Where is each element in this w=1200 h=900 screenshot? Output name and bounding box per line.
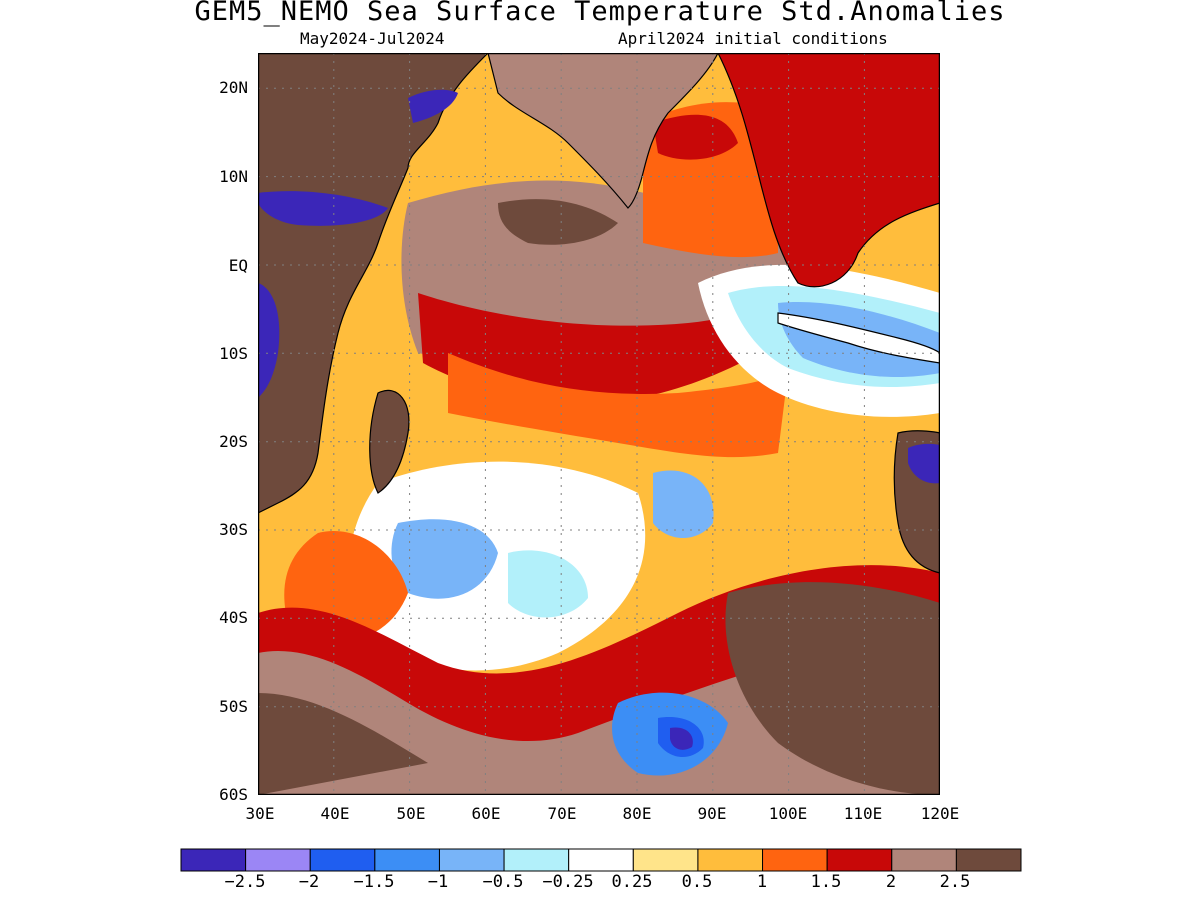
south-central-cool-patch bbox=[391, 519, 498, 599]
colorbar-label: −2 bbox=[298, 872, 320, 892]
lat-label-20n: 20N bbox=[219, 78, 248, 97]
australia-cool-patch bbox=[908, 443, 940, 484]
colorbar-swatch bbox=[245, 848, 311, 872]
colorbar-label: −1 bbox=[427, 872, 449, 892]
colorbar-swatch bbox=[891, 848, 957, 872]
colorbar-swatch bbox=[503, 848, 570, 872]
red-sea-cool-patch bbox=[408, 89, 458, 123]
colorbar-label: 2 bbox=[885, 872, 897, 892]
india-landmass bbox=[487, 53, 719, 209]
chart-title: GEM5_NEMO Sea Surface Temperature Std.An… bbox=[194, 0, 1006, 27]
lon-label-100e: 100E bbox=[768, 804, 808, 823]
colorbar-swatch bbox=[374, 848, 440, 872]
colorbar-label: 1.5 bbox=[810, 872, 842, 892]
colorbar-swatch bbox=[632, 848, 699, 872]
lon-label-30e: 30E bbox=[245, 804, 275, 823]
colorbar-label: 0.5 bbox=[681, 872, 713, 892]
sumatra-java-landmass bbox=[777, 312, 940, 364]
colorbar-swatch bbox=[955, 848, 1022, 872]
colorbar-swatch bbox=[180, 848, 247, 872]
lat-label-50s: 50S bbox=[219, 697, 248, 716]
east-africa-cool-patch bbox=[258, 191, 388, 226]
lat-label-30s: 30S bbox=[219, 520, 248, 539]
madagascar-landmass bbox=[369, 389, 410, 494]
colorbar-swatch bbox=[568, 848, 634, 872]
colorbar-label: −2.5 bbox=[224, 872, 266, 892]
bay-of-bengal-core bbox=[653, 114, 738, 160]
anomaly-map bbox=[258, 53, 940, 795]
lon-label-80e: 80E bbox=[622, 804, 652, 823]
colorbar-label: −0.25 bbox=[542, 872, 594, 892]
colorbar-label: 0.25 bbox=[611, 872, 653, 892]
forecast-period: May2024-Jul2024 bbox=[300, 29, 445, 48]
colorbar-swatch bbox=[309, 848, 376, 872]
lat-label-10s: 10S bbox=[219, 344, 248, 363]
colorbar bbox=[180, 848, 1022, 872]
lon-label-120e: 120E bbox=[920, 804, 960, 823]
mozambique-cool-patch bbox=[258, 283, 280, 398]
africa-arabia-landmass bbox=[258, 53, 489, 514]
lon-label-50e: 50E bbox=[396, 804, 426, 823]
equatorial-warm-band bbox=[418, 278, 828, 404]
map-frame bbox=[258, 53, 940, 795]
lon-label-70e: 70E bbox=[547, 804, 577, 823]
initial-conditions: April2024 initial conditions bbox=[618, 29, 888, 48]
colorbar-swatch bbox=[438, 848, 505, 872]
lon-label-110e: 110E bbox=[843, 804, 883, 823]
lon-label-90e: 90E bbox=[697, 804, 727, 823]
south-central-cool-patch-2 bbox=[508, 550, 588, 618]
colorbar-swatch bbox=[697, 848, 764, 872]
southeast-asia-landmass bbox=[717, 53, 940, 288]
arabian-sea-core bbox=[498, 199, 618, 245]
colorbar-label: −1.5 bbox=[353, 872, 395, 892]
lon-label-40e: 40E bbox=[320, 804, 350, 823]
lat-label-40s: 40S bbox=[219, 608, 248, 627]
colorbar-label: 1 bbox=[756, 872, 768, 892]
lat-label-20s: 20S bbox=[219, 432, 248, 451]
lat-label-60s: 60S bbox=[219, 785, 248, 804]
lat-label-eq: EQ bbox=[228, 256, 248, 275]
colorbar-swatch bbox=[762, 848, 828, 872]
central-warm-band bbox=[448, 353, 788, 458]
south-east-cool-patch bbox=[653, 470, 714, 538]
southern-ocean-core-east bbox=[725, 582, 940, 795]
southern-cool-patch-min bbox=[670, 727, 693, 750]
lon-label-60e: 60E bbox=[471, 804, 501, 823]
graticule bbox=[258, 53, 940, 795]
colorbar-label: 2.5 bbox=[939, 872, 971, 892]
southern-ocean-core-west bbox=[258, 693, 428, 795]
lat-label-10n: 10N bbox=[219, 167, 248, 186]
colorbar-label: −0.5 bbox=[482, 872, 524, 892]
colorbar-swatch bbox=[826, 848, 893, 872]
